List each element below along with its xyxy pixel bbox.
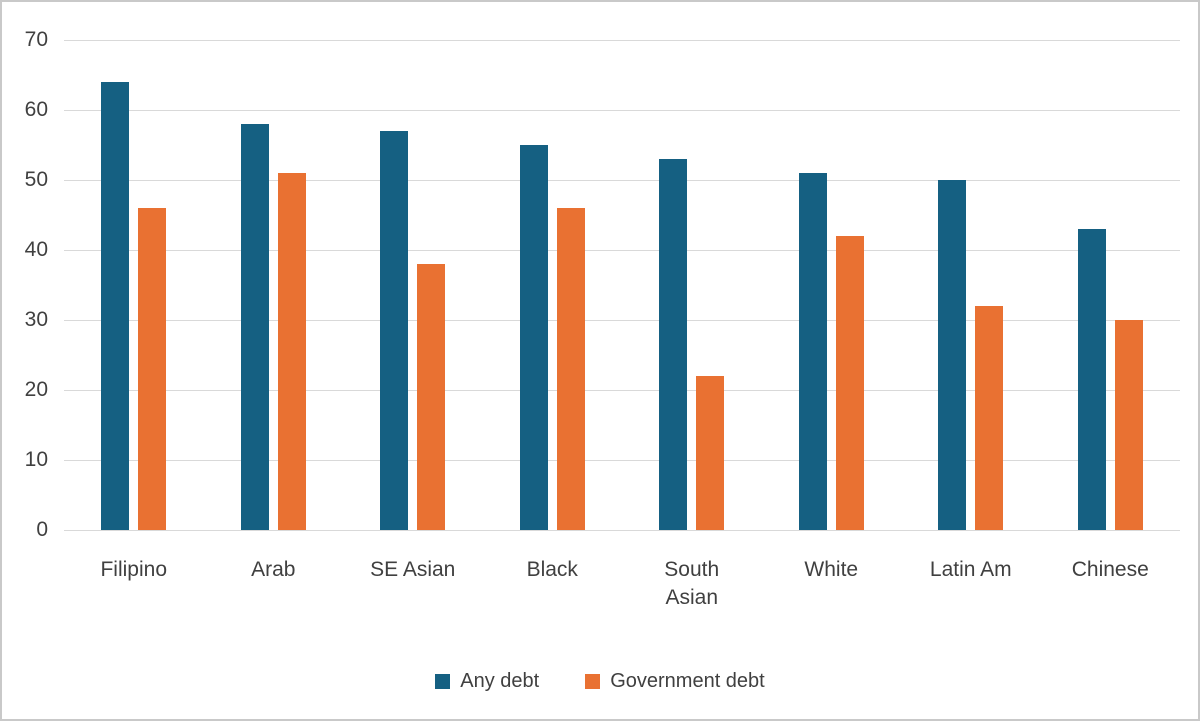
gridline [64,390,1180,391]
bar-any-debt [938,180,967,530]
bar-government-debt [1114,320,1143,530]
bar-government-debt [138,208,167,530]
bar-any-debt [101,82,130,530]
bar-group [483,40,623,530]
x-axis-label: SE Asian [370,558,456,581]
x-axis-cell: South Asian [622,530,762,613]
gridline [64,110,1180,111]
x-axis-cell: Filipino [64,530,204,613]
y-tick-label: 30 [24,308,48,331]
x-axis-cell: Arab [204,530,344,613]
bar-government-debt [696,376,725,530]
gridline [64,530,1180,531]
legend: Any debt Government debt [2,670,1198,693]
bar-government-debt [975,306,1004,530]
y-tick-label: 0 [36,518,48,541]
x-axis-label: Black [526,558,578,581]
bar-group [901,40,1041,530]
bar-group [622,40,762,530]
bar-group [204,40,344,530]
x-axis-cell: Latin Am [901,530,1041,613]
legend-item-any-debt: Any debt [435,670,539,693]
x-axis-label: Filipino [100,558,168,581]
x-axis-cell: SE Asian [343,530,483,613]
bar-government-debt [835,236,864,530]
legend-label-government-debt: Government debt [610,670,765,692]
gridline [64,250,1180,251]
legend-swatch-any-debt [435,674,451,689]
bar-group [343,40,483,530]
gridline [64,460,1180,461]
y-tick-label: 40 [24,238,48,261]
bar-government-debt [417,264,446,530]
x-axis-label: South Asian [664,558,720,610]
y-tick-label: 70 [24,28,48,51]
gridline [64,320,1180,321]
bar-any-debt [519,145,548,530]
bar-group [64,40,204,530]
bar-any-debt [798,173,827,530]
bar-government-debt [277,173,306,530]
gridline [64,180,1180,181]
x-axis-label: Chinese [1071,558,1149,581]
y-tick-label: 20 [24,378,48,401]
x-axis-cell: Black [483,530,623,613]
legend-item-government-debt: Government debt [585,670,765,693]
plot-area [64,40,1180,531]
x-axis: Filipino Arab SE Asian Black South Asian Whit… [64,530,1180,613]
y-tick-label: 10 [24,448,48,471]
y-axis: 0 10 20 30 40 50 60 70 [2,28,64,541]
bar-groups [64,40,1180,530]
bar-any-debt [659,159,688,530]
x-axis-cell: White [762,530,902,613]
x-axis-cell: Chinese [1041,530,1181,613]
y-tick-label: 50 [24,168,48,191]
bar-any-debt [240,124,269,530]
bar-government-debt [556,208,585,530]
legend-label-any-debt: Any debt [460,670,540,692]
bar-group [1041,40,1181,530]
gridline [64,40,1180,41]
bar-any-debt [380,131,409,530]
x-axis-label: White [804,558,859,581]
legend-swatch-government-debt [585,674,601,689]
y-tick-label: 60 [24,98,48,121]
x-axis-label: Latin Am [929,558,1012,581]
bar-any-debt [1077,229,1106,530]
x-axis-label: Arab [251,558,296,581]
bar-group [762,40,902,530]
